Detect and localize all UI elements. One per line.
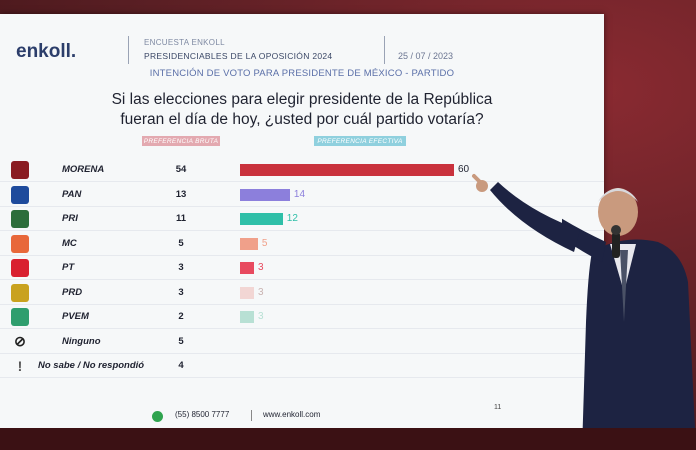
party-logo-icon [11,210,29,228]
page-number: 11 [494,404,502,411]
row-separator [0,303,604,305]
party-logo-icon: ⊘ [14,333,26,349]
party-row: PT 3 3 [0,256,604,280]
header-survey-topic: PRESIDENCIABLES DE LA OPOSICIÓN 2024 [144,51,333,61]
efectiva-value: 3 [258,286,264,298]
efectiva-bar [240,286,254,299]
party-logo-icon: ! [17,358,23,374]
footer-website: www.enkoll.com [263,410,321,419]
footer-phone: (55) 8500 7777 [175,410,230,419]
efectiva-value: 14 [293,188,306,200]
party-row: PRD 3 3 [0,281,604,305]
slide-question: Si las elecciones para elegir presidente… [0,90,604,130]
bruta-value: 11 [175,213,187,224]
bruta-value: 4 [178,360,184,371]
bruta-value: 54 [175,164,187,175]
party-name: MC [62,237,77,249]
slide-header: enkoll. ENCUESTA ENKOLL PRESIDENCIABLES … [0,14,604,70]
efectiva-value: 60 [458,164,470,175]
row-separator [0,230,604,231]
efectiva-bar [240,262,254,274]
row-separator [0,279,604,280]
bruta-value: 3 [178,262,184,273]
bruta-value: 5 [178,335,184,347]
question-line-2: fueran el día de hoy, ¿usted por cuál pa… [120,111,484,128]
header-divider [128,36,129,64]
party-row: MC 5 5 [0,232,604,256]
efectiva-bar [240,237,258,250]
party-row: PAN 13 14 [0,183,604,207]
party-logo-icon [11,185,29,204]
party-row: ⊘ Ninguno 5 [0,330,604,354]
footer-divider [251,410,252,421]
party-name: No sabe / No respondió [38,360,145,371]
efectiva-value: 5 [261,237,268,249]
column-header-bruta: PREFERENCIA BRUTA [142,136,220,146]
efectiva-bar [240,213,283,225]
party-logo-icon [11,161,29,179]
row-separator [0,181,604,182]
pointing-arm [472,174,580,252]
header-divider [384,36,385,64]
row-separator [0,328,604,329]
bruta-value: 3 [178,286,184,298]
row-separator [0,352,604,354]
efectiva-value: 3 [258,311,264,322]
efectiva-bar [240,311,254,323]
bruta-value: 2 [178,311,184,322]
party-row: ! No sabe / No respondió 4 [0,354,604,378]
party-name: PVEM [62,311,89,322]
column-header-efectiva: PREFERENCIA EFECTIVA [314,136,406,146]
party-name: PAN [62,188,82,200]
efectiva-value: 12 [286,213,298,224]
party-name: PRD [62,286,83,298]
bruta-value: 13 [175,188,187,200]
header-date: 25 / 07 / 2023 [398,51,454,61]
party-row: PVEM 2 3 [0,305,604,329]
party-logo-icon [11,234,29,253]
row-separator [0,254,604,256]
efectiva-value: 3 [258,262,264,273]
slide-subtitle: INTENCIÓN DE VOTO PARA PRESIDENTE DE MÉX… [149,68,455,79]
presentation-screen: enkoll. ENCUESTA ENKOLL PRESIDENCIABLES … [0,14,604,428]
party-logo-icon [11,283,29,302]
header-survey-name: ENCUESTA ENKOLL [144,38,225,47]
row-separator [0,377,604,378]
party-name: Ninguno [62,335,101,347]
party-name: PRI [62,213,78,224]
question-line-1: Si las elecciones para elegir presidente… [111,91,493,108]
efectiva-bar [240,164,454,176]
whatsapp-icon [152,411,163,422]
stage-floor [0,428,696,450]
party-row: PRI 11 12 [0,207,604,231]
row-separator [0,205,604,207]
presenter-figure [562,188,696,450]
party-name: MORENA [62,164,105,175]
party-row: MORENA 54 60 [0,158,604,182]
slide-footer: (55) 8500 7777 www.enkoll.com 11 [0,404,604,428]
party-name: PT [62,262,75,273]
efectiva-bar [240,188,290,201]
enkoll-logo: enkoll. [16,41,77,62]
party-logo-icon [11,308,29,326]
party-logo-icon [11,259,29,277]
bruta-value: 5 [178,237,184,249]
